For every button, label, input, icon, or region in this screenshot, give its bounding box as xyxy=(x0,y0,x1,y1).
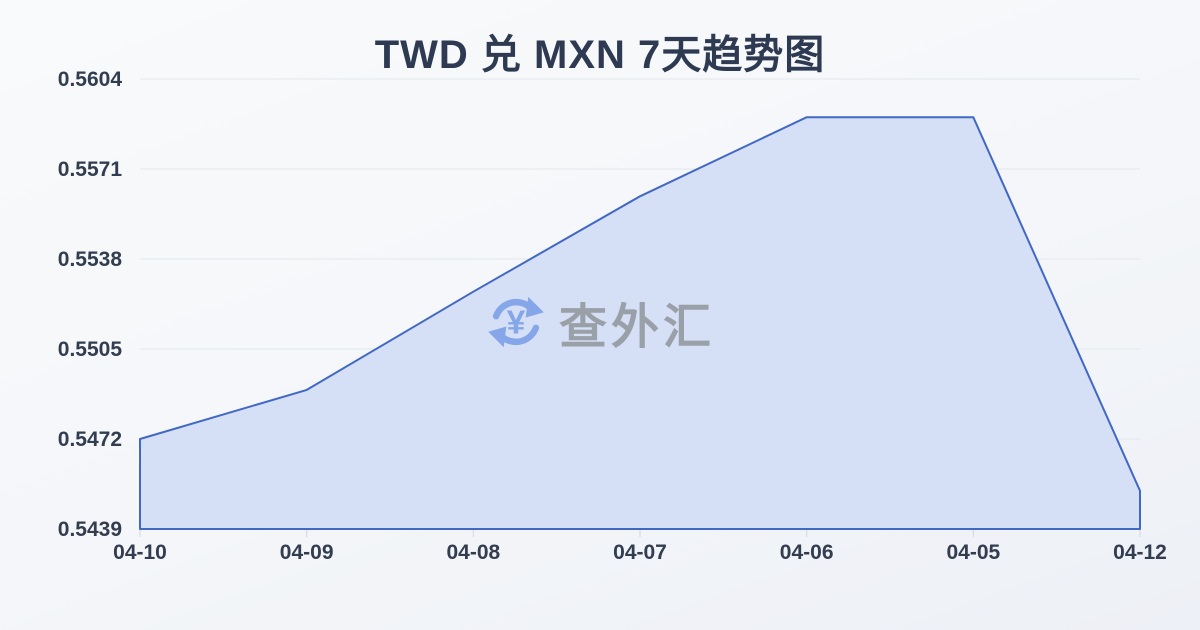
x-axis-tick-label: 04-12 xyxy=(1113,541,1167,564)
chart-title: TWD 兑 MXN 7天趋势图 xyxy=(374,33,826,77)
x-axis-tick-label: 04-09 xyxy=(280,541,334,564)
y-axis-tick-label: 0.5538 xyxy=(58,248,123,271)
y-axis-tick-label: 0.5472 xyxy=(58,428,122,451)
y-axis-tick-label: 0.5604 xyxy=(58,68,123,91)
trend-area-series xyxy=(139,116,1141,530)
x-axis-tick-label: 04-08 xyxy=(446,541,500,564)
y-axis-tick-label: 0.5439 xyxy=(58,518,122,541)
x-axis-tick-label: 04-10 xyxy=(113,541,167,564)
x-axis-tick-label: 04-06 xyxy=(780,541,834,564)
y-axis-tick-label: 0.5571 xyxy=(58,158,123,181)
x-axis-tick-label: 04-05 xyxy=(946,541,1000,564)
x-axis-tick-label: 04-07 xyxy=(613,541,667,564)
y-axis-tick-label: 0.5505 xyxy=(58,338,123,361)
